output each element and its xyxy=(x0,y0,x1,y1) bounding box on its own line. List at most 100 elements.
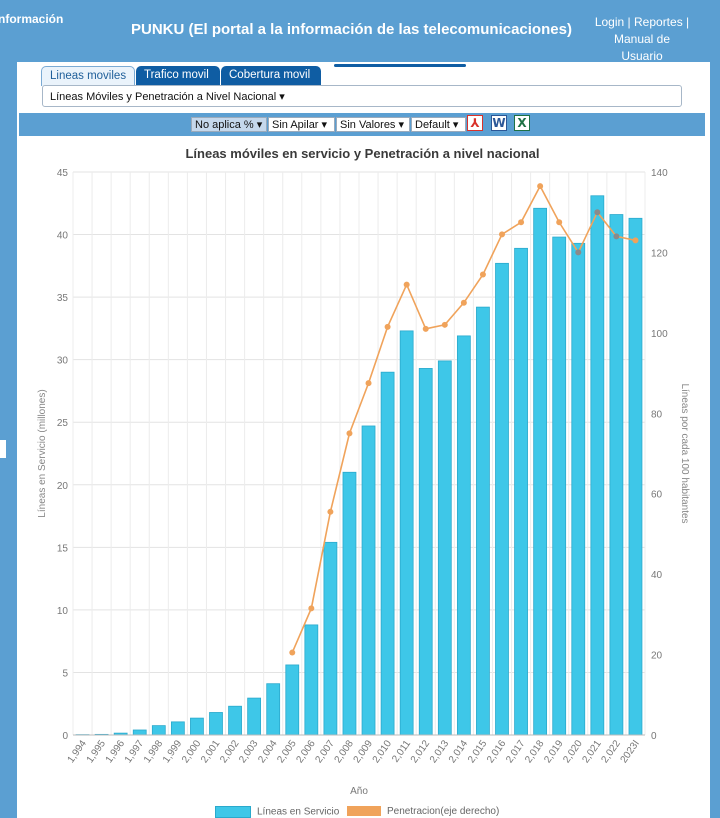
tab-cobertura-movil[interactable]: Cobertura movil xyxy=(221,66,321,85)
x-tick-label: 2,022 xyxy=(599,738,623,765)
stack-select[interactable]: Sin Apilar ▾ xyxy=(268,117,335,132)
brand-text: nformación xyxy=(0,12,64,26)
penetration-point xyxy=(594,209,601,216)
bar xyxy=(190,717,204,736)
percent-select-value: No aplica % xyxy=(195,119,254,131)
x-tick-label: 1,996 xyxy=(104,738,128,765)
reports-link[interactable]: Reportes xyxy=(634,15,683,29)
x-tick-label: 2,012 xyxy=(409,738,433,765)
penetration-point xyxy=(575,249,582,256)
y-tick-label: 25 xyxy=(57,418,69,429)
x-tick-label: 1,999 xyxy=(161,738,185,765)
penetration-point xyxy=(308,605,315,612)
legend-swatch-line xyxy=(347,806,381,817)
y-tick-label: 0 xyxy=(62,731,68,742)
top-links: Login | Reportes | Manual de Usuario xyxy=(594,15,690,63)
stack-select-value: Sin Apilar xyxy=(272,119,319,131)
chevron-down-icon: ▾ xyxy=(276,91,285,103)
bar xyxy=(571,242,586,736)
x-tick-label: 2,003 xyxy=(237,738,261,765)
x-tick-label: 2,009 xyxy=(352,738,376,765)
x-axis-title: Año xyxy=(350,786,368,797)
bar xyxy=(590,195,605,736)
y2-tick-label: 40 xyxy=(651,570,663,581)
pdf-glyph: ⅄ xyxy=(470,116,480,130)
x-tick-label: 2,016 xyxy=(485,738,509,765)
user-manual-link[interactable]: Manual de Usuario xyxy=(613,32,671,63)
bar xyxy=(514,247,528,736)
y-tick-label: 5 xyxy=(62,668,68,679)
pdf-icon[interactable]: ⅄ xyxy=(467,115,483,131)
x-tick-label: 2,018 xyxy=(523,738,547,765)
bar xyxy=(342,471,357,736)
penetration-point xyxy=(289,649,296,656)
y2-tick-label: 120 xyxy=(651,248,668,259)
penetration-point xyxy=(327,508,334,515)
penetration-point xyxy=(441,321,448,328)
legend-item-penetracion[interactable]: Penetracion(eje derecho) xyxy=(347,806,499,817)
y2-tick-label: 100 xyxy=(651,329,668,340)
x-tick-label: 1,995 xyxy=(85,738,109,765)
report-select[interactable]: Líneas Móviles y Penetración a Nivel Nac… xyxy=(42,85,682,107)
x-tick-label: 2,010 xyxy=(371,738,395,765)
x-tick-label: 2,021 xyxy=(580,738,604,765)
top-header: nformación PUNKU (El portal a la informa… xyxy=(0,0,720,63)
bar xyxy=(304,624,319,736)
y2-axis-title: Líneas por cada 100 habitantes xyxy=(679,383,690,523)
bar xyxy=(285,664,300,736)
x-tick-label: 2023I xyxy=(619,738,642,765)
excel-glyph: X xyxy=(517,116,527,130)
y2-tick-label: 80 xyxy=(651,409,663,420)
legend-swatch-bar xyxy=(215,806,251,818)
penetration-point xyxy=(518,219,525,226)
x-tick-label: 2,013 xyxy=(428,738,452,765)
bar xyxy=(361,425,376,736)
word-icon[interactable]: W xyxy=(491,115,507,131)
tab-underline xyxy=(334,64,466,67)
bar xyxy=(476,306,490,736)
y2-tick-label: 140 xyxy=(651,168,668,179)
y-tick-label: 45 xyxy=(57,168,69,179)
penetration-point xyxy=(403,281,410,288)
x-tick-label: 2,006 xyxy=(294,738,318,765)
bar xyxy=(552,236,567,736)
bar xyxy=(323,541,338,736)
y-tick-label: 40 xyxy=(57,231,69,242)
values-select[interactable]: Sin Valores ▾ xyxy=(336,117,410,132)
x-tick-label: 2,008 xyxy=(333,738,357,765)
values-select-value: Sin Valores xyxy=(340,119,396,131)
penetration-point xyxy=(365,380,372,387)
y-tick-label: 30 xyxy=(57,356,69,367)
excel-icon[interactable]: X xyxy=(514,115,530,131)
bar xyxy=(456,335,471,736)
style-select-value: Default xyxy=(415,119,450,131)
report-select-value: Líneas Móviles y Penetración a Nivel Nac… xyxy=(50,91,277,103)
x-tick-label: 1,998 xyxy=(142,738,166,765)
legend-item-lineas[interactable]: Líneas en Servicio xyxy=(215,806,339,818)
y2-tick-label: 20 xyxy=(651,651,663,662)
penetration-point xyxy=(537,183,544,190)
percent-select[interactable]: No aplica % ▾ xyxy=(191,117,267,132)
penetration-point xyxy=(384,323,391,330)
style-select[interactable]: Default ▾ xyxy=(411,117,466,132)
tab-trafico-movil[interactable]: Trafico movil xyxy=(136,66,220,85)
side-handle[interactable] xyxy=(0,440,6,458)
bar xyxy=(495,262,509,736)
tab-lineas-moviles[interactable]: Lineas moviles xyxy=(41,66,135,86)
penetration-point xyxy=(613,233,620,240)
bar xyxy=(437,360,452,736)
bar xyxy=(132,729,147,736)
bar xyxy=(151,725,166,736)
login-link[interactable]: Login xyxy=(594,15,625,29)
x-tick-label: 2,005 xyxy=(275,738,299,765)
bar xyxy=(266,683,281,736)
y-tick-label: 20 xyxy=(57,481,69,492)
x-tick-label: 2,000 xyxy=(180,738,204,765)
bar xyxy=(380,371,395,736)
word-glyph: W xyxy=(492,116,506,130)
x-tick-label: 2,020 xyxy=(561,738,585,765)
portal-title: PUNKU (El portal a la información de las… xyxy=(131,21,572,38)
y-tick-label: 15 xyxy=(57,543,69,554)
x-tick-label: 2,015 xyxy=(466,738,490,765)
x-tick-label: 2,004 xyxy=(256,738,280,765)
